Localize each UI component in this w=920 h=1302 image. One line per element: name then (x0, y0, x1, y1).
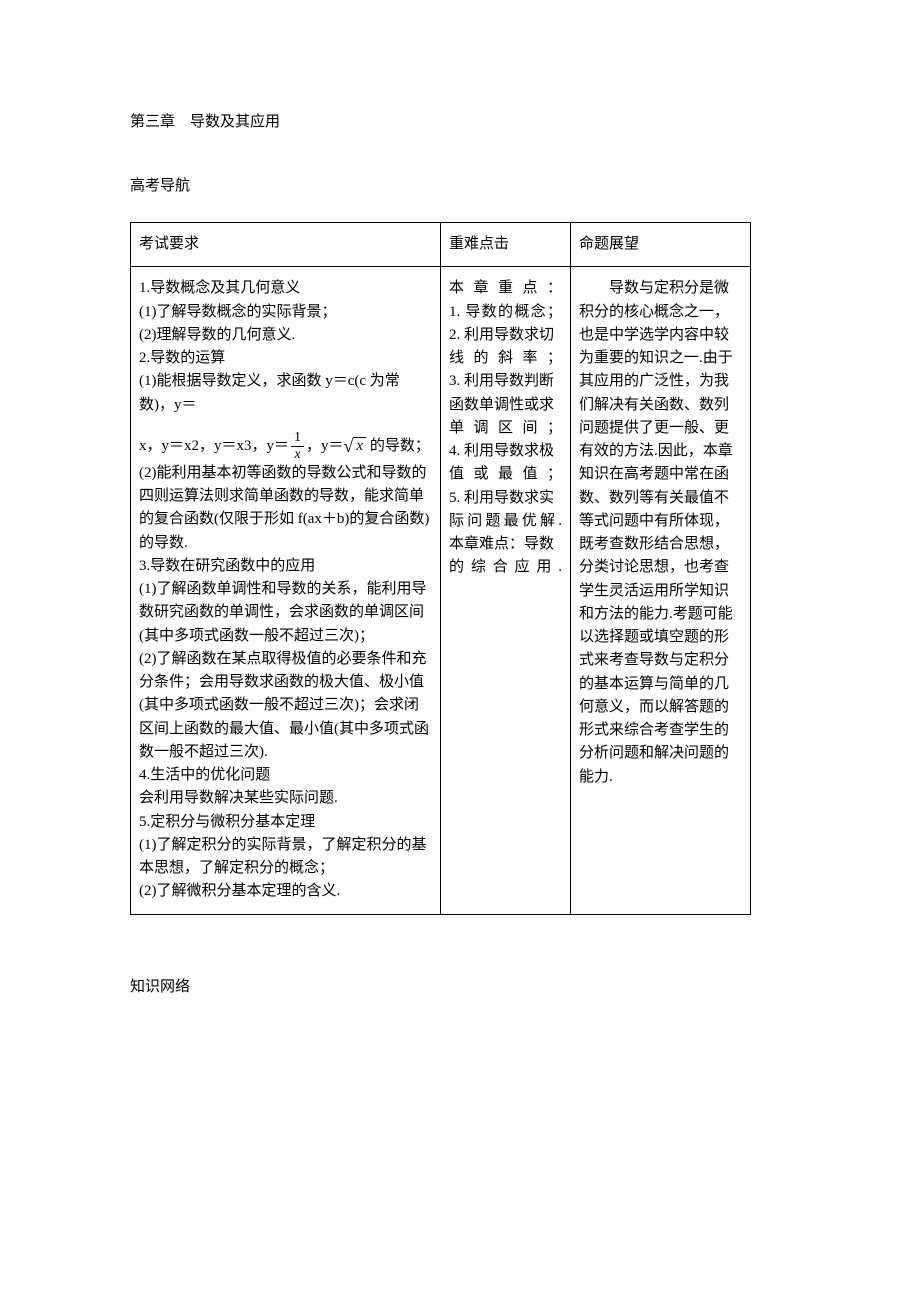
frac-num: 1 (291, 431, 304, 447)
req-line: (1)了解函数单调性和导数的关系，能利用导数研究函数的单调性，会求函数的单调区间… (139, 578, 432, 648)
main-table: 考试要求 重难点击 命题展望 1.导数概念及其几何意义 (1)了解导数概念的实际… (130, 222, 751, 915)
req-line: (2)了解微积分基本定理的含义. (139, 880, 432, 903)
radical-icon: √ (344, 436, 354, 456)
chapter-title: 第三章 导数及其应用 (130, 110, 790, 134)
req-line: (1)了解导数概念的实际背景； (139, 301, 432, 324)
req-line: (2)能利用基本初等函数的导数公式和导数的四则运算法则求简单函数的导数，能求简单… (139, 462, 432, 555)
kp-line: 本章难点：导数的综合应用. (449, 533, 562, 580)
cell-keypoints: 本章重点： 1. 导数的概念； 2. 利用导数求切线的斜率； 3. 利用导数判断… (441, 267, 571, 914)
section-title: 高考导航 (130, 174, 790, 198)
kp-line: 本章重点： (449, 277, 562, 300)
kp-line: 3. 利用导数判断函数单调性或求单调区间； (449, 370, 562, 440)
kp-line: 1. 导数的概念； (449, 301, 562, 324)
outlook-text: 导数与定积分是微积分的核心概念之一，也是中学选学内容中较为重要的知识之一.由于其… (579, 277, 742, 789)
formula-mid: ，y＝ (306, 438, 344, 454)
kp-line: 2. 利用导数求切线的斜率； (449, 324, 562, 371)
header-col2: 重难点击 (441, 223, 571, 267)
fraction-1-over-x: 1x (289, 431, 306, 462)
frac-den: x (291, 447, 304, 462)
formula-prefix: x，y＝x2，y＝x3，y＝ (139, 438, 289, 454)
req-line: 2.导数的运算 (139, 347, 432, 370)
header-col1: 考试要求 (131, 223, 441, 267)
req-line: (2)了解函数在某点取得极值的必要条件和充分条件；会用导数求函数的极大值、极小值… (139, 648, 432, 764)
sqrt-arg: x (353, 437, 366, 454)
cell-requirements: 1.导数概念及其几何意义 (1)了解导数概念的实际背景； (2)理解导数的几何意… (131, 267, 441, 914)
req-line-formula: x，y＝x2，y＝x3，y＝1x，y＝√x 的导数； (139, 431, 432, 462)
kp-line: 5. 利用导数求实际问题最优解. (449, 487, 562, 534)
req-line: 5.定积分与微积分基本定理 (139, 811, 432, 834)
req-line: (2)理解导数的几何意义. (139, 324, 432, 347)
cell-outlook: 导数与定积分是微积分的核心概念之一，也是中学选学内容中较为重要的知识之一.由于其… (571, 267, 751, 914)
req-line: 4.生活中的优化问题 (139, 764, 432, 787)
req-line: (1)能根据导数定义，求函数 y＝c(c 为常数)，y＝ (139, 370, 432, 417)
table-header-row: 考试要求 重难点击 命题展望 (131, 223, 751, 267)
footer-title: 知识网络 (130, 975, 790, 999)
kp-line: 4. 利用导数求极值或最值； (449, 440, 562, 487)
req-line: 3.导数在研究函数中的应用 (139, 555, 432, 578)
sqrt-x: √x (344, 437, 367, 455)
formula-suffix: 的导数； (366, 438, 430, 454)
req-line: 1.导数概念及其几何意义 (139, 277, 432, 300)
req-line: 会利用导数解决某些实际问题. (139, 787, 432, 810)
req-line: (1)了解定积分的实际背景，了解定积分的基本思想，了解定积分的概念； (139, 834, 432, 881)
table-body-row: 1.导数概念及其几何意义 (1)了解导数概念的实际背景； (2)理解导数的几何意… (131, 267, 751, 914)
header-col3: 命题展望 (571, 223, 751, 267)
